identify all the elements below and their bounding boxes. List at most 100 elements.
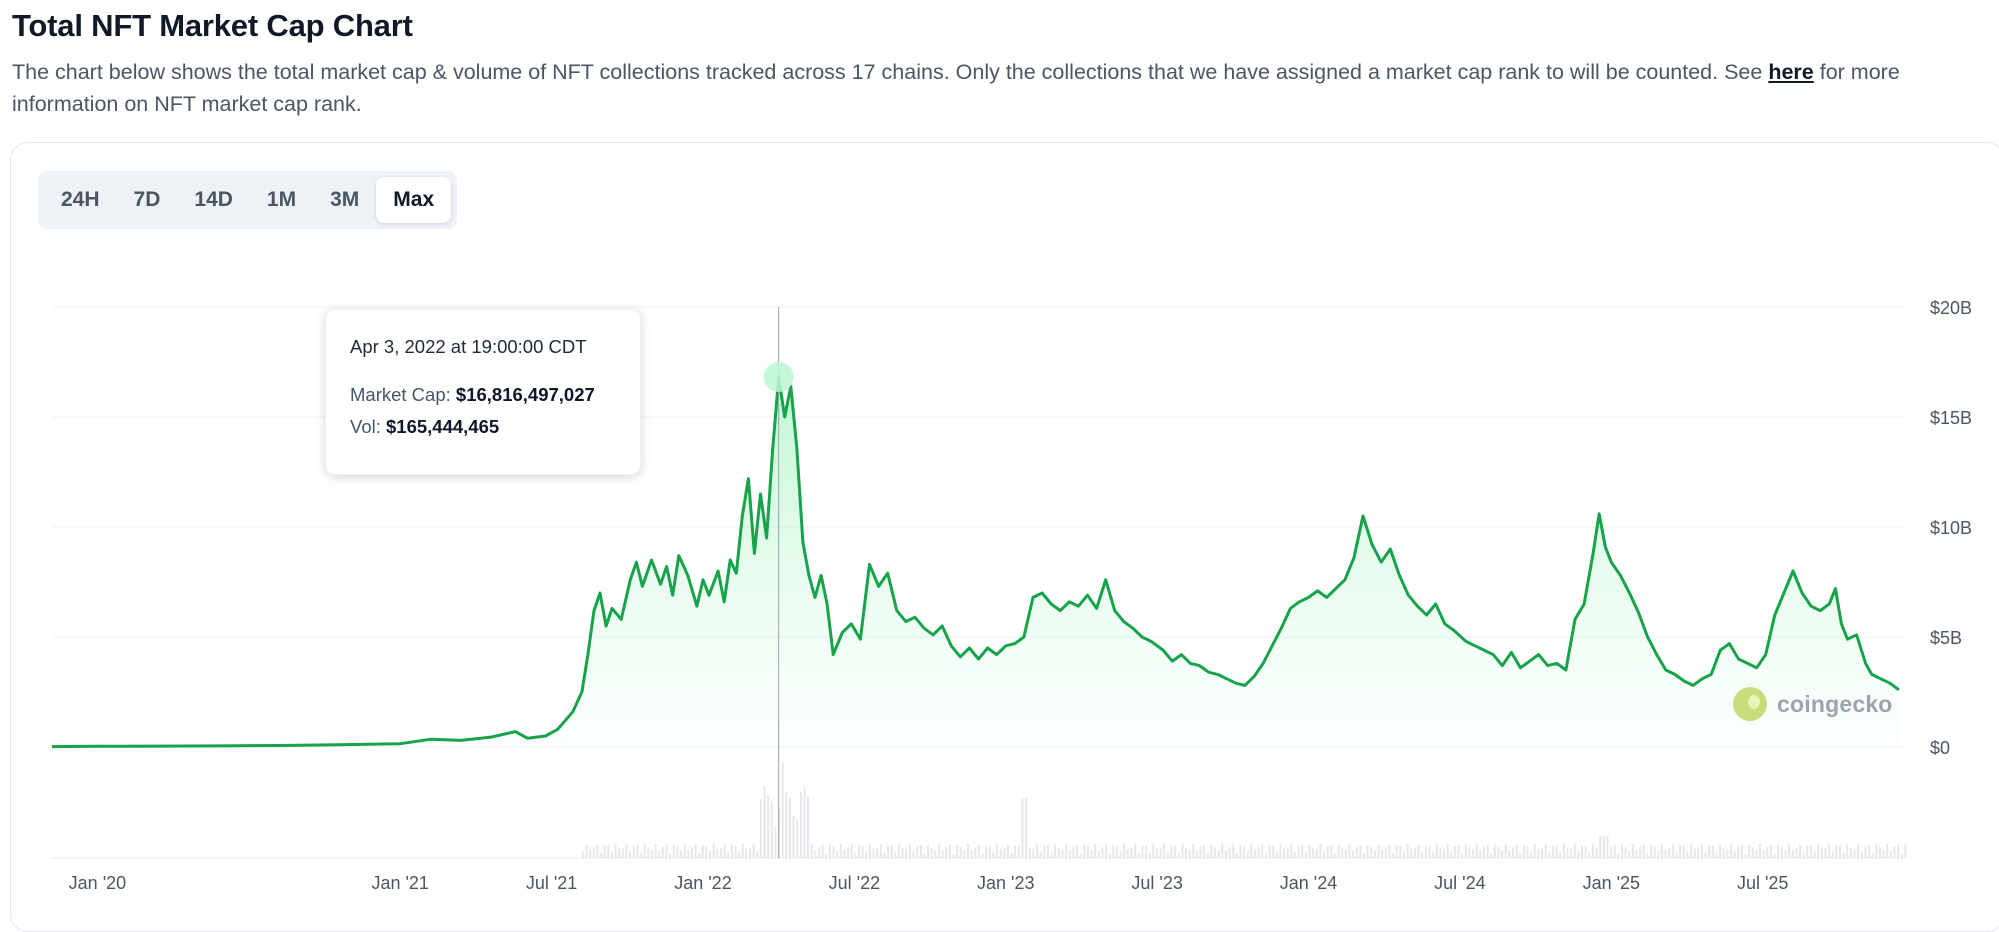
volume-bar — [1072, 846, 1075, 858]
volume-bar — [1392, 853, 1395, 858]
volume-bar — [985, 845, 988, 858]
volume-bar — [1435, 844, 1438, 858]
volume-bar — [1595, 847, 1598, 858]
volume-bar — [1660, 844, 1663, 858]
volume-bar — [1130, 847, 1133, 858]
volume-bar — [1831, 852, 1834, 858]
coingecko-watermark: coingecko — [1733, 687, 1893, 721]
volume-bar — [916, 846, 919, 858]
volume-bar — [1508, 849, 1511, 858]
volume-bar — [814, 850, 817, 858]
volume-bar — [1791, 849, 1794, 858]
volume-bar — [1290, 844, 1293, 858]
range-max-button[interactable]: Max — [376, 177, 452, 223]
volume-bar — [1166, 851, 1169, 858]
volume-bar — [1690, 844, 1693, 858]
volume-bar — [1061, 849, 1064, 858]
volume-bar — [770, 800, 773, 858]
volume-bar — [861, 846, 864, 858]
y-tick-label: $10B — [1930, 518, 1972, 538]
range-7d-button[interactable]: 7D — [117, 177, 178, 223]
x-tick-label: Jul '22 — [829, 873, 880, 893]
volume-bar — [1486, 844, 1489, 858]
x-tick-label: Jan '22 — [674, 873, 731, 893]
volume-bar — [1075, 844, 1078, 858]
page-title: Total NFT Market Cap Chart — [12, 8, 413, 43]
volume-bar — [828, 844, 831, 858]
volume-bar — [698, 853, 701, 858]
volume-bar — [1686, 851, 1689, 858]
volume-bar — [1090, 850, 1093, 858]
tooltip-market-cap-value: $16,816,497,027 — [455, 384, 595, 405]
volume-bar — [1217, 850, 1220, 858]
volume-bar — [1261, 844, 1264, 858]
volume-bar — [1777, 844, 1780, 858]
volume-bar — [752, 844, 755, 858]
y-tick-label: $20B — [1930, 298, 1972, 318]
volume-bar — [890, 845, 893, 858]
volume-bar — [1697, 848, 1700, 858]
volume-bar — [948, 844, 951, 858]
volume-bar — [1864, 846, 1867, 858]
volume-bar — [1301, 845, 1304, 858]
volume-bar — [647, 847, 650, 858]
volume-bar — [1882, 849, 1885, 858]
volume-bar — [956, 844, 959, 858]
volume-bar — [1526, 846, 1529, 858]
volume-bar — [836, 850, 839, 858]
volume-bar — [1046, 845, 1049, 858]
volume-bar — [1017, 845, 1020, 858]
volume-bar — [654, 844, 657, 858]
volume-bar — [1530, 851, 1533, 858]
volume-bar — [1174, 845, 1177, 858]
market-cap-rank-link[interactable]: here — [1768, 60, 1814, 84]
tooltip-vol-label: Vol: — [350, 416, 381, 437]
volume-bar — [1326, 846, 1329, 858]
volume-bar — [734, 845, 737, 858]
range-3m-button[interactable]: 3M — [313, 177, 376, 223]
volume-bar — [1878, 847, 1881, 858]
volume-bar — [1010, 852, 1013, 858]
x-tick-label: Jul '25 — [1737, 873, 1788, 893]
chart-tooltip: Apr 3, 2022 at 19:00:00 CDT Market Cap: … — [325, 309, 641, 475]
volume-bar — [1515, 844, 1518, 858]
volume-bar — [1700, 844, 1703, 858]
volume-bar — [1308, 844, 1311, 858]
volume-bar — [1824, 848, 1827, 858]
volume-bar — [1370, 846, 1373, 858]
volume-bar — [785, 791, 788, 858]
volume-bar — [687, 849, 690, 858]
volume-bar — [1439, 848, 1442, 858]
volume-bar — [1537, 849, 1540, 858]
volume-bar — [1860, 851, 1863, 858]
volume-bar — [1711, 845, 1714, 858]
volume-bar — [1279, 844, 1282, 858]
volume-bar — [1188, 849, 1191, 858]
volume-bar — [1232, 844, 1235, 858]
volume-bar — [1155, 848, 1158, 858]
volume-bar — [723, 844, 726, 858]
volume-bar — [1541, 847, 1544, 858]
volume-bar — [1657, 850, 1660, 858]
volume-bar — [1806, 845, 1809, 858]
volume-bar — [1119, 851, 1122, 858]
volume-bar — [1719, 844, 1722, 858]
volume-bar — [999, 848, 1002, 858]
range-1m-button[interactable]: 1M — [250, 177, 313, 223]
volume-bar — [1755, 849, 1758, 858]
volume-bar — [1584, 845, 1587, 858]
volume-bar — [1159, 848, 1162, 858]
volume-bar — [1842, 852, 1845, 858]
volume-bar — [1086, 846, 1089, 858]
volume-bar — [1348, 844, 1351, 858]
volume-bar — [1097, 849, 1100, 858]
volume-bar — [614, 844, 617, 858]
range-24h-button[interactable]: 24H — [44, 177, 117, 223]
volume-bar — [1635, 850, 1638, 858]
gecko-logo-icon — [1733, 687, 1767, 721]
range-14d-button[interactable]: 14D — [177, 177, 250, 223]
volume-bar — [1857, 844, 1860, 858]
volume-bar — [1203, 844, 1206, 858]
volume-bar — [603, 845, 606, 858]
